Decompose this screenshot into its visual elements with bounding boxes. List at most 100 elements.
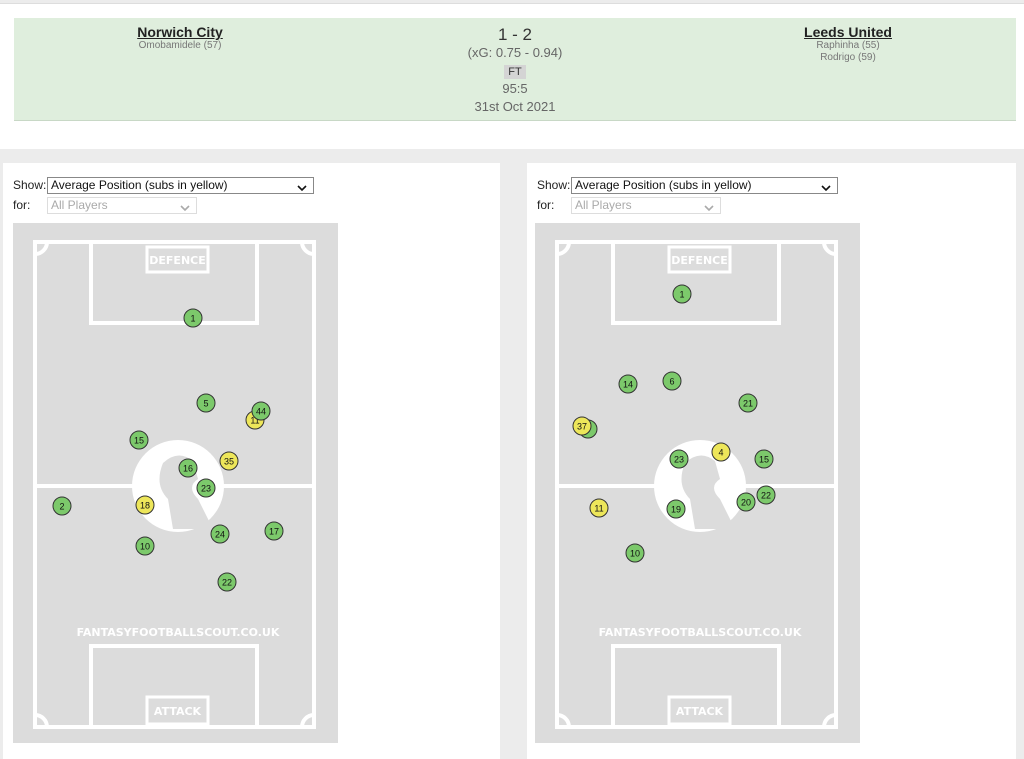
player-number: 2 xyxy=(59,502,64,512)
attack-box xyxy=(667,695,732,726)
player[interactable]: 6 xyxy=(662,371,682,391)
defence-label: DEFENCE xyxy=(671,254,727,267)
corner-arc xyxy=(300,241,315,256)
player-number: 22 xyxy=(222,578,232,588)
player[interactable]: 22 xyxy=(217,572,237,592)
player-marker xyxy=(736,492,756,512)
player[interactable]: 23 xyxy=(196,478,216,498)
corner-arc xyxy=(34,241,49,256)
player-marker xyxy=(135,536,155,556)
corner-arc xyxy=(556,241,571,256)
attack-label: ATTACK xyxy=(154,705,202,718)
player[interactable]: 1 xyxy=(672,284,692,304)
player-number: 18 xyxy=(140,501,150,511)
player-number: 24 xyxy=(215,530,225,540)
panel: Show: Average Position (subs in yellow) fo… xyxy=(527,163,1016,759)
player[interactable]: 15 xyxy=(129,430,149,450)
view-select[interactable]: Average Position (subs in yellow) xyxy=(571,177,838,194)
player-select[interactable]: All Players xyxy=(47,197,197,214)
player-marker xyxy=(672,284,692,304)
watermark: FANTASYFOOTBALLSCOUT.CO.UK xyxy=(599,626,802,639)
away-team: Leeds United Raphinha (55) Rodrigo (59) xyxy=(748,24,948,64)
player[interactable]: 11 xyxy=(589,498,609,518)
player[interactable]: 24 xyxy=(210,524,230,544)
player-number: 22 xyxy=(761,491,771,501)
player[interactable]: 2 xyxy=(52,496,72,516)
player-select[interactable]: All Players xyxy=(571,197,721,214)
player[interactable]: 1 xyxy=(183,308,203,328)
player-number: 4 xyxy=(718,448,723,458)
player-number: 15 xyxy=(759,455,769,465)
player-number: 20 xyxy=(741,498,751,508)
player[interactable]: 21 xyxy=(738,393,758,413)
away-scorer: Rodrigo (59) xyxy=(820,52,876,63)
away-scorer: Raphinha (55) xyxy=(816,40,880,51)
player-number: 1 xyxy=(190,314,195,324)
attack-box xyxy=(145,695,210,726)
view-select[interactable]: Average Position (subs in yellow) xyxy=(47,177,314,194)
player-number: 5 xyxy=(203,399,208,409)
silhouette xyxy=(681,455,735,529)
show-label: Show: xyxy=(537,178,571,192)
player[interactable]: 20 xyxy=(736,492,756,512)
player[interactable]: 35 xyxy=(219,451,239,471)
silhouette xyxy=(159,455,213,529)
match-card: Norwich City Omobamidele (57) 1 - 2 (xG:… xyxy=(0,3,1024,149)
player-number: 11 xyxy=(250,416,259,426)
player-marker xyxy=(217,572,237,592)
score: 1 - 2 xyxy=(497,25,533,44)
time: 95:5 xyxy=(502,81,528,96)
for-label: for: xyxy=(13,198,31,212)
player[interactable]: 16 xyxy=(178,458,198,478)
player-number: 14 xyxy=(623,380,633,390)
corner-arc xyxy=(300,713,315,728)
player-marker xyxy=(669,449,689,469)
view-select-value: Average Position (subs in yellow) xyxy=(575,178,752,192)
home-team: Norwich City Omobamidele (57) xyxy=(80,24,280,52)
player-number: 35 xyxy=(224,457,234,467)
player-marker xyxy=(219,451,239,471)
player-select-value: All Players xyxy=(575,198,632,212)
corner-arc xyxy=(34,713,49,728)
player-marker xyxy=(756,485,776,505)
away-name[interactable]: Leeds United xyxy=(804,24,892,40)
corner-arc xyxy=(556,713,571,728)
player[interactable]: 17 xyxy=(264,521,284,541)
player[interactable]: 18 xyxy=(135,495,155,515)
player-number: 6 xyxy=(669,377,674,387)
player[interactable]: 15 xyxy=(754,449,774,469)
player[interactable]: 37 xyxy=(572,416,592,436)
player[interactable]: 10 xyxy=(625,543,645,563)
player[interactable]: 19 xyxy=(666,499,686,519)
player[interactable]: 23 xyxy=(669,449,689,469)
player[interactable]: 14 xyxy=(618,374,638,394)
player-marker xyxy=(135,495,155,515)
panel: Show: Average Position (subs in yellow) fo… xyxy=(3,163,500,759)
player-marker xyxy=(196,478,216,498)
player-number: 10 xyxy=(630,549,640,559)
watermark: FANTASYFOOTBALLSCOUT.CO.UK xyxy=(77,626,280,639)
player[interactable]: 5 xyxy=(196,393,216,413)
player-number: 19 xyxy=(671,505,681,515)
player[interactable]: 44 xyxy=(251,401,271,421)
player-marker xyxy=(129,430,149,450)
penalty-box xyxy=(611,644,781,729)
player[interactable]: 4 xyxy=(711,442,731,462)
player-marker xyxy=(589,498,609,518)
match-header: Norwich City Omobamidele (57) 1 - 2 (xG:… xyxy=(14,18,1016,121)
status: FT xyxy=(504,65,526,79)
player[interactable]: 10 xyxy=(135,536,155,556)
player[interactable]: 22 xyxy=(756,485,776,505)
player-marker xyxy=(738,393,758,413)
score-block: 1 - 2 (xG: 0.75 - 0.94) FT 95:5 31st Oct… xyxy=(415,26,615,116)
player-select-value: All Players xyxy=(51,198,108,212)
xg: (xG: 0.75 - 0.94) xyxy=(467,45,563,60)
home-name[interactable]: Norwich City xyxy=(137,24,223,40)
player-marker xyxy=(618,374,638,394)
player-marker xyxy=(625,543,645,563)
player-marker xyxy=(711,442,731,462)
show-label: Show: xyxy=(13,178,47,192)
player-number: 44 xyxy=(256,407,266,417)
player-marker xyxy=(264,521,284,541)
